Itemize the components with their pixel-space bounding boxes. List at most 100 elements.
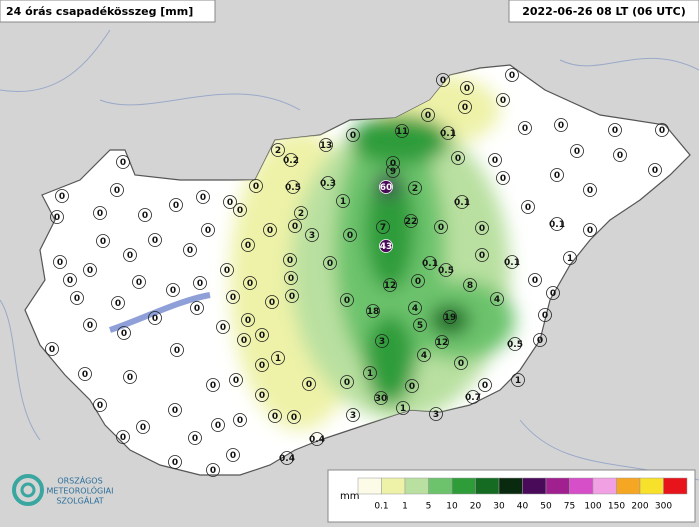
station-marker <box>70 291 84 305</box>
legend-tick: 200 <box>631 502 648 512</box>
station-value: 7 <box>380 223 386 233</box>
logo-line: SZOLGÁLAT <box>56 495 103 506</box>
station-marker <box>285 289 299 303</box>
station-value: 0 <box>152 314 158 324</box>
station-value: 3 <box>309 231 315 241</box>
station-marker <box>319 138 333 152</box>
station-value: 0 <box>205 226 211 236</box>
station-marker <box>363 366 377 380</box>
station-value: 0 <box>74 294 80 304</box>
station-value: 2 <box>298 209 304 219</box>
station-value: 0 <box>558 121 564 131</box>
station-marker <box>413 318 427 332</box>
lake <box>109 292 211 333</box>
station-value: 60 <box>380 183 393 193</box>
station-value: 0 <box>327 259 333 269</box>
station-value: 0 <box>127 251 133 261</box>
station-value: 0 <box>230 451 236 461</box>
station-value: 0 <box>87 266 93 276</box>
station-marker <box>206 463 220 477</box>
legend-tick: 1 <box>402 502 408 512</box>
station-value: 0 <box>347 231 353 241</box>
station-value: 3 <box>433 410 439 420</box>
station-value: 0 <box>554 171 560 181</box>
station-marker <box>608 123 622 137</box>
station-value: 0 <box>197 279 203 289</box>
station-marker <box>123 248 137 262</box>
legend-tick: 30 <box>493 502 505 512</box>
station-marker <box>249 179 263 193</box>
legend-tick: 0.1 <box>374 502 388 512</box>
station-marker <box>206 378 220 392</box>
station-marker <box>263 223 277 237</box>
station-marker <box>323 256 337 270</box>
station-marker <box>243 276 257 290</box>
station-marker <box>229 373 243 387</box>
station-value: 0 <box>350 131 356 141</box>
station-marker <box>570 144 584 158</box>
station-value: 0 <box>173 201 179 211</box>
station-marker <box>116 430 130 444</box>
station-value: 0 <box>114 186 120 196</box>
station-marker <box>216 320 230 334</box>
station-value: 0 <box>245 241 251 251</box>
station-marker <box>226 290 240 304</box>
station-value: 8 <box>467 281 473 291</box>
station-marker <box>343 228 357 242</box>
station-value: 0 <box>587 226 593 236</box>
station-marker <box>223 195 237 209</box>
station-marker <box>168 403 182 417</box>
station-marker <box>518 121 532 135</box>
station-marker <box>211 418 225 432</box>
station-marker <box>443 310 457 324</box>
station-value: 0 <box>455 154 461 164</box>
station-marker <box>201 223 215 237</box>
station-marker <box>583 223 597 237</box>
legend-swatch <box>639 477 664 495</box>
station-marker <box>241 238 255 252</box>
station-marker <box>508 337 522 351</box>
station-value: 0 <box>612 126 618 136</box>
station-marker <box>93 398 107 412</box>
station-marker <box>395 124 409 138</box>
legend-swatch <box>616 477 641 495</box>
station-marker <box>271 143 285 157</box>
rivers <box>0 29 699 481</box>
station-value: 0 <box>438 223 444 233</box>
station-marker <box>237 333 251 347</box>
station-value: 0 <box>97 209 103 219</box>
station-marker <box>434 220 448 234</box>
legend-swatch <box>663 477 688 495</box>
station-value: 1 <box>400 404 406 414</box>
station-value: 0 <box>233 376 239 386</box>
station-marker <box>463 278 477 292</box>
station-marker <box>408 181 422 195</box>
station-marker <box>123 370 137 384</box>
station-value: 9 <box>390 167 396 177</box>
station-value: 0 <box>136 278 142 288</box>
station-value: 0 <box>253 182 259 192</box>
station-value: 0 <box>121 329 127 339</box>
station-value: 0 <box>247 279 253 289</box>
station-value: 2 <box>275 146 281 156</box>
station-marker <box>475 221 489 235</box>
station-marker <box>136 420 150 434</box>
station-marker <box>379 180 393 194</box>
station-marker <box>255 358 269 372</box>
station-marker <box>550 217 564 231</box>
station-marker <box>405 379 419 393</box>
logo: ORSZÁGOS METEOROLÓGIAI SZOLGÁLAT <box>12 474 113 506</box>
station-marker <box>170 343 184 357</box>
station-value: 0 <box>120 158 126 168</box>
station-value: 0 <box>227 198 233 208</box>
station-marker <box>455 195 469 209</box>
station-value: 0 <box>291 413 297 423</box>
station-marker <box>148 311 162 325</box>
station-marker <box>271 351 285 365</box>
station-marker <box>132 275 146 289</box>
station-value: 0 <box>194 304 200 314</box>
station-marker <box>340 375 354 389</box>
legend-tick: 75 <box>564 502 575 512</box>
station-marker <box>554 118 568 132</box>
station-value: 0 <box>269 298 275 308</box>
